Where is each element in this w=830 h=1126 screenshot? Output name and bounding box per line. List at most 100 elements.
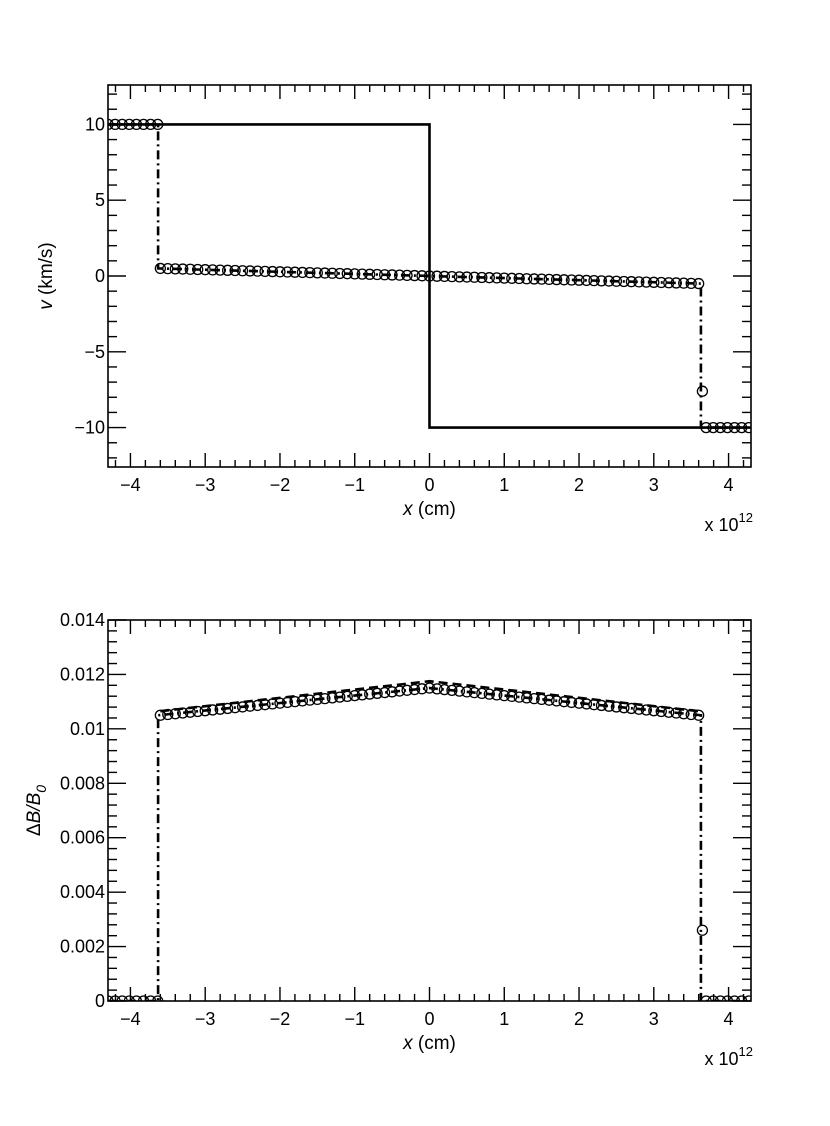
y-tick-label: 0.008 xyxy=(60,773,105,793)
data-point-marker xyxy=(289,695,301,708)
data-point-marker xyxy=(162,708,174,721)
data-point-marker xyxy=(393,269,406,281)
data-point-marker xyxy=(326,692,338,704)
data-point-marker xyxy=(341,690,353,702)
plot-frame xyxy=(107,619,752,1002)
data-point-marker xyxy=(244,265,256,277)
x-tick-label: 1 xyxy=(499,1009,509,1029)
data-point-marker xyxy=(334,267,346,280)
data-point-marker xyxy=(416,270,428,282)
data-point-marker xyxy=(349,689,361,702)
data-point-marker xyxy=(678,277,690,289)
data-point-marker xyxy=(319,692,331,705)
data-point-marker xyxy=(177,707,189,719)
data-point-marker xyxy=(670,277,682,289)
data-point-marker xyxy=(536,693,548,706)
data-point-marker xyxy=(521,273,533,285)
x-tick-label: 2 xyxy=(574,475,584,495)
data-point-marker xyxy=(610,701,623,713)
data-point-marker xyxy=(236,701,249,713)
data-point-marker xyxy=(326,267,338,279)
x-tick-label: −3 xyxy=(195,475,216,495)
x-axis-multiplier-exponent: 12 xyxy=(739,510,753,525)
data-point-marker xyxy=(356,268,368,280)
y-tick-label: 0.012 xyxy=(60,664,105,684)
y-tick-label: 0.004 xyxy=(60,882,105,902)
data-point-marker xyxy=(491,689,503,701)
data-point-marker xyxy=(221,264,234,276)
data-point-marker xyxy=(513,272,525,285)
data-point-marker xyxy=(423,270,436,282)
data-point-marker xyxy=(528,273,540,285)
x-tick-label: 4 xyxy=(724,475,734,495)
data-point-marker xyxy=(721,421,734,434)
y-tick-label: 0.006 xyxy=(60,828,105,848)
data-point-marker xyxy=(618,275,630,288)
data-point-marker xyxy=(595,699,608,712)
x-axis-unit: (cm) xyxy=(413,499,456,520)
data-point-marker xyxy=(565,274,578,286)
data-point-marker xyxy=(137,118,150,131)
y-tick-label: −10 xyxy=(74,418,105,438)
x-tick-label: 2 xyxy=(574,1009,584,1029)
data-point-marker xyxy=(648,705,660,717)
data-point-marker xyxy=(229,702,241,714)
data-point-marker xyxy=(491,272,503,284)
data-point-marker xyxy=(281,696,294,709)
data-point-marker xyxy=(296,266,309,279)
data-point-marker xyxy=(543,694,555,706)
data-point-marker xyxy=(408,269,421,282)
data-point-marker xyxy=(696,924,709,936)
plot-area xyxy=(108,679,751,1001)
data-point-marker xyxy=(408,683,421,696)
x-tick-label: −4 xyxy=(120,475,141,495)
data-point-marker xyxy=(266,265,279,278)
x-tick-label: 3 xyxy=(649,475,659,495)
data-point-marker xyxy=(655,276,667,289)
data-point-marker xyxy=(588,274,600,287)
y-axis-unit: (km/s) xyxy=(36,242,57,300)
data-point-marker xyxy=(199,264,211,276)
data-point-marker xyxy=(438,270,451,283)
data-point-marker xyxy=(152,995,164,1001)
y-tick-label: 0.01 xyxy=(70,719,105,739)
data-point-marker xyxy=(266,698,279,710)
x-axis-unit: (cm) xyxy=(413,1033,456,1054)
data-point-marker xyxy=(431,683,443,695)
data-point-marker xyxy=(438,683,451,696)
data-point-marker xyxy=(625,702,638,715)
data-point-marker xyxy=(244,700,256,712)
data-point-marker xyxy=(311,267,324,279)
data-point-marker xyxy=(371,268,383,281)
data-point-marker xyxy=(192,705,204,718)
data-point-marker xyxy=(640,704,652,716)
data-point-marker xyxy=(550,695,563,707)
data-point-marker xyxy=(648,276,660,288)
data-point-marker xyxy=(169,263,181,275)
data-point-marker xyxy=(378,269,391,281)
data-point-marker xyxy=(513,691,525,703)
data-point-marker xyxy=(259,265,271,278)
data-point-marker xyxy=(364,688,376,700)
data-point-marker xyxy=(207,704,219,716)
y-axis-variable-denominator: B xyxy=(24,792,45,805)
data-point-marker xyxy=(274,266,286,278)
x-tick-label: −2 xyxy=(270,475,291,495)
data-point-marker xyxy=(378,686,391,699)
x-tick-label: 0 xyxy=(424,475,434,495)
x-tick-label: −3 xyxy=(195,1009,216,1029)
y-tick-label: 0 xyxy=(95,266,105,286)
x-tick-label: −1 xyxy=(344,1009,365,1029)
data-point-marker xyxy=(319,267,331,279)
data-point-marker xyxy=(588,699,600,711)
data-point-marker xyxy=(506,690,518,703)
data-point-marker xyxy=(446,270,458,283)
data-point-marker xyxy=(506,272,518,284)
data-point-marker xyxy=(184,263,196,275)
data-point-marker xyxy=(123,995,135,1001)
data-point-marker xyxy=(633,703,645,715)
data-point-marker xyxy=(550,273,563,286)
data-point-marker xyxy=(610,275,623,287)
data-point-marker xyxy=(401,269,413,282)
